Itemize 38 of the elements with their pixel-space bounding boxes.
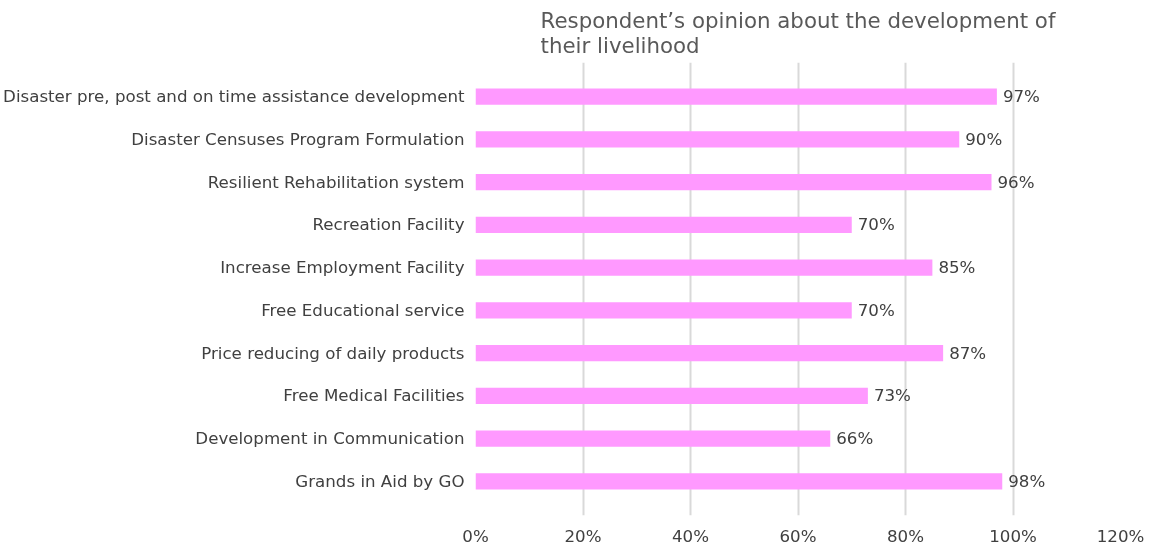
y-tick-label: Increase Employment Facility <box>220 258 465 278</box>
y-tick-label: Recreation Facility <box>312 215 465 235</box>
y-tick-label: Free Educational service <box>261 300 465 320</box>
y-tick-label: Disaster pre, post and on time assistance development <box>3 87 465 107</box>
data-label: 90% <box>965 129 1003 149</box>
y-tick-label: Development in Communication <box>195 429 465 449</box>
x-tick-label: 20% <box>564 526 602 546</box>
bar <box>475 344 944 362</box>
bar <box>475 174 992 191</box>
y-tick-label: Resilient Rehabilitation system <box>207 172 465 192</box>
bar <box>475 259 933 276</box>
x-tick-label: 40% <box>671 526 710 546</box>
x-tick-label: 80% <box>886 526 925 546</box>
y-tick-label: Grands in Aid by GO <box>295 471 465 491</box>
y-tick-label: Price reducing of daily products <box>201 343 465 363</box>
y-tick-label: Disaster Censuses Program Formulation <box>131 129 465 149</box>
bar <box>475 387 868 404</box>
bar <box>475 216 852 234</box>
data-label: 98% <box>1008 471 1046 491</box>
x-tick-label: 120% <box>1096 526 1145 546</box>
y-tick-label: Free Medical Facilities <box>283 386 465 406</box>
data-label: 87% <box>949 343 987 363</box>
data-label: 85% <box>938 258 976 278</box>
bar <box>475 131 960 148</box>
bar <box>475 88 997 105</box>
bar <box>475 473 1003 490</box>
x-tick-label: 100% <box>989 526 1037 546</box>
data-label: 96% <box>997 172 1035 192</box>
data-label: 70% <box>857 300 895 320</box>
data-label: 66% <box>836 429 874 449</box>
x-tick-label: 60% <box>779 526 817 546</box>
data-label: 70% <box>857 215 895 235</box>
bar <box>475 302 852 319</box>
x-tick-label: 0% <box>462 526 489 546</box>
bar <box>475 430 831 447</box>
data-label: 97% <box>1002 87 1040 107</box>
chart-title: Respondent’s opinion about the development of their livelihood <box>540 7 1056 58</box>
data-label: 73% <box>873 386 911 406</box>
